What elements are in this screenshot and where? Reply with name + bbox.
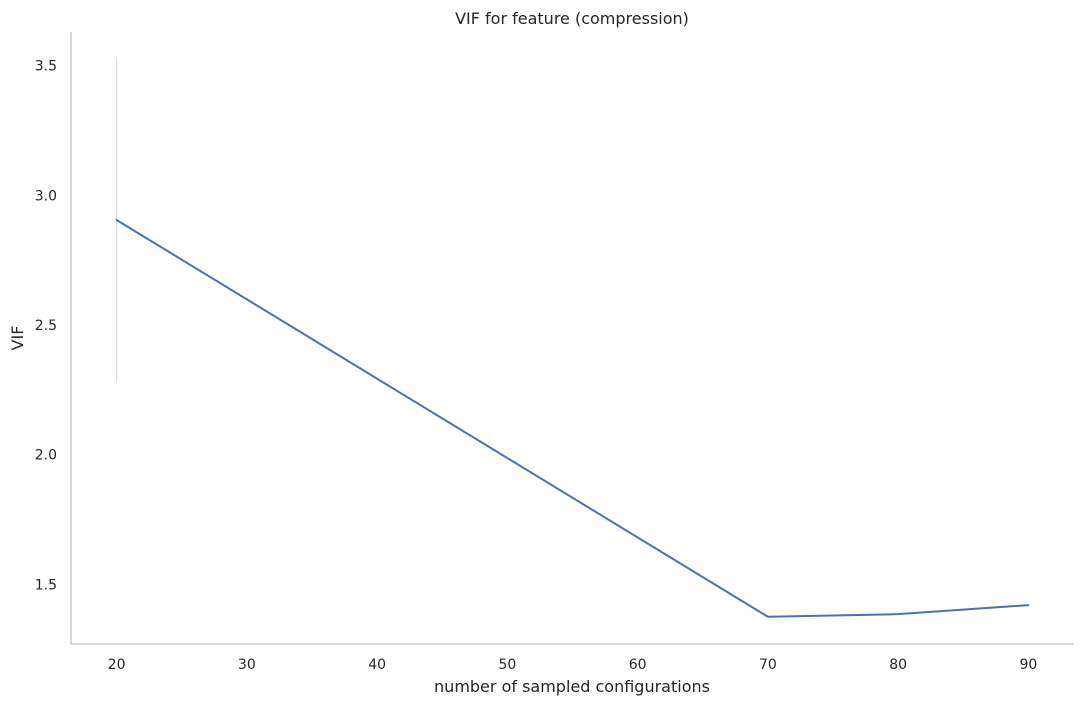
x-tick-label: 80 [889,657,907,673]
y-axis-label: VIF [8,326,27,351]
series-line [115,219,1030,618]
x-tick-label: 50 [498,657,516,673]
x-tick-label: 70 [759,657,777,673]
axes [70,32,1074,645]
x-tick-label: 40 [368,657,386,673]
y-tick-label: 3.5 [35,59,57,75]
x-tick-label: 60 [629,657,647,673]
data-point [767,616,769,618]
data-point [116,219,118,221]
y-tick-label: 3.0 [35,188,57,204]
series [115,219,1030,618]
y-tick-label: 2.0 [35,448,57,464]
chart-title: VIF for feature (compression) [455,9,689,28]
data-point [1027,604,1029,606]
x-tick-label: 90 [1019,657,1037,673]
y-tick-label: 2.5 [35,318,57,334]
x-axis-label: number of sampled configurations [434,677,710,696]
x-axis-ticks: 20 30 40 50 60 70 80 90 [108,657,1038,673]
y-tick-label: 1.5 [35,577,57,593]
data-point [897,613,899,615]
x-tick-label: 20 [108,657,126,673]
y-axis-ticks: 1.5 2.0 2.5 3.0 3.5 [35,59,57,594]
x-tick-label: 30 [238,657,256,673]
